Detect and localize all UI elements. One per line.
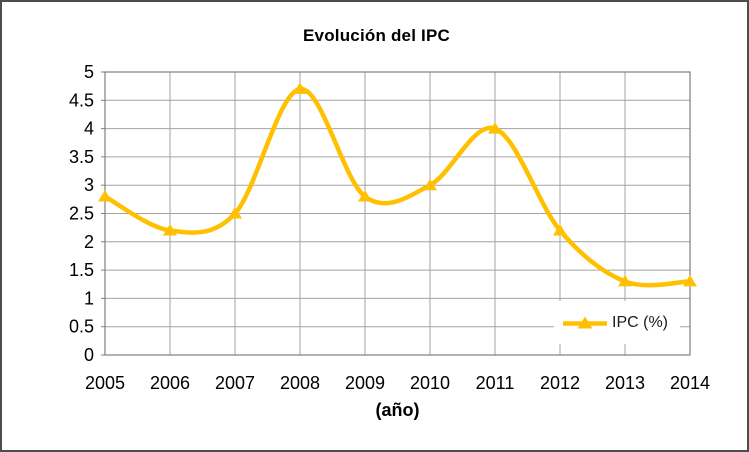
x-tick-label: 2005 <box>85 373 125 393</box>
series-line[interactable] <box>102 86 693 288</box>
data-point-marker[interactable] <box>488 122 502 134</box>
x-tick-label: 2009 <box>345 373 385 393</box>
y-tick-label: 0 <box>84 345 94 365</box>
y-tick-label: 2.5 <box>69 204 94 224</box>
y-tick-label: 4 <box>84 119 94 139</box>
y-tick-label: 5 <box>84 62 94 82</box>
y-tick-label: 3 <box>84 175 94 195</box>
data-point-marker[interactable] <box>163 223 177 236</box>
legend-series-marker-icon <box>563 316 607 328</box>
y-tick-label: 3.5 <box>69 147 94 167</box>
y-tick-label: 1.5 <box>69 260 94 280</box>
data-point-marker[interactable] <box>423 178 437 191</box>
x-tick-label: 2014 <box>670 373 710 393</box>
x-tick-label: 2007 <box>215 373 255 393</box>
y-tick-label: 1 <box>84 288 94 308</box>
data-point-marker[interactable] <box>618 274 632 287</box>
plot-border <box>104 71 691 356</box>
x-tick-label: 2013 <box>605 373 645 393</box>
data-point-marker[interactable] <box>98 190 112 202</box>
data-point-marker[interactable] <box>358 190 372 202</box>
legend[interactable]: IPC (%) <box>554 301 680 344</box>
chart-title[interactable]: Evolución del IPC <box>303 26 450 45</box>
x-tick-label: 2011 <box>476 373 515 393</box>
data-point-marker[interactable] <box>228 207 242 219</box>
x-tick-label: 2010 <box>410 373 450 393</box>
x-tick-label: 2006 <box>150 373 190 393</box>
x-tick-label: 2012 <box>540 373 580 393</box>
x-axis-title: (año) <box>375 400 420 420</box>
legend-label: IPC (%) <box>612 313 668 331</box>
y-tick-label: 2 <box>84 232 94 252</box>
y-tick-label: 0.5 <box>69 317 94 337</box>
data-point-marker[interactable] <box>553 223 567 236</box>
x-tick-label: 2008 <box>280 373 320 393</box>
data-point-marker[interactable] <box>683 274 697 287</box>
y-tick-label: 4.5 <box>69 90 94 110</box>
data-point-marker[interactable] <box>293 82 307 94</box>
